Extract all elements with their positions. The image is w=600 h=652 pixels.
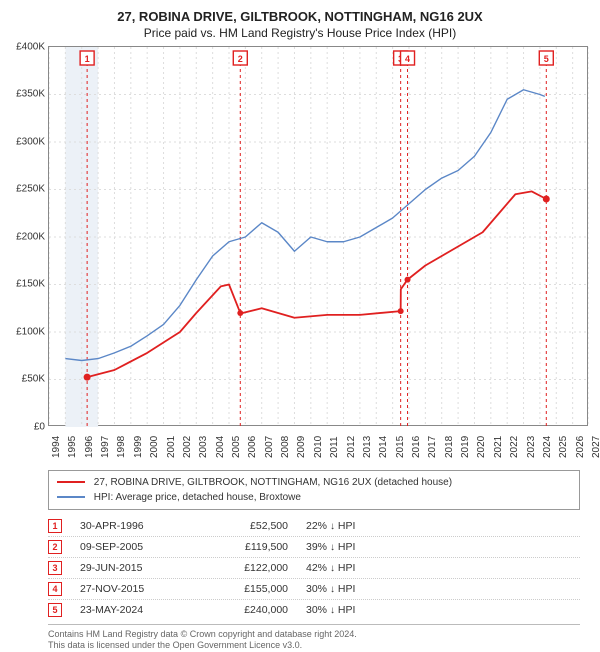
event-price: £119,500 [208,541,288,553]
x-axis-label: 2008 [280,435,291,457]
event-row: 1 30-APR-1996 £52,500 22% ↓ HPI [48,516,580,537]
x-axis-label: 2010 [313,435,324,457]
legend-item-hpi: HPI: Average price, detached house, Brox… [57,490,571,505]
y-axis-label: £350K [16,89,49,100]
x-axis-label: 2017 [427,435,438,457]
event-date: 23-MAY-2024 [80,604,190,616]
attribution-line2: This data is licensed under the Open Gov… [48,640,580,652]
x-axis-label: 2024 [542,435,553,457]
chart-container: 27, ROBINA DRIVE, GILTBROOK, NOTTINGHAM,… [0,0,600,650]
svg-text:5: 5 [544,54,549,64]
x-axis-label: 2018 [444,435,455,457]
event-row: 4 27-NOV-2015 £155,000 30% ↓ HPI [48,579,580,600]
x-axis-label: 1994 [51,435,62,457]
legend: 27, ROBINA DRIVE, GILTBROOK, NOTTINGHAM,… [48,470,580,510]
x-axis-label: 1999 [133,435,144,457]
x-axis-label: 2026 [575,435,586,457]
event-date: 30-APR-1996 [80,520,190,532]
svg-text:1: 1 [85,54,90,64]
chart-title: 27, ROBINA DRIVE, GILTBROOK, NOTTINGHAM,… [10,8,590,26]
event-marker-icon: 3 [48,561,62,575]
x-axis-label: 2004 [215,435,226,457]
event-price: £240,000 [208,604,288,616]
event-marker-icon: 1 [48,519,62,533]
x-axis-label: 2006 [247,435,258,457]
x-axis-label: 1995 [67,435,78,457]
x-axis-label: 2001 [166,435,177,457]
x-axis-label: 2025 [558,435,569,457]
event-row: 2 09-SEP-2005 £119,500 39% ↓ HPI [48,537,580,558]
y-axis-label: £100K [16,326,49,337]
x-axis-label: 2016 [411,435,422,457]
y-axis-label: £300K [16,136,49,147]
x-axis-label: 2015 [395,435,406,457]
event-diff: 30% ↓ HPI [306,604,580,616]
x-axis-label: 2023 [526,435,537,457]
x-axis-labels: 1994 1995 1996 1997 1998 1999 2000 2001 2002 2003… [48,426,588,464]
x-axis-label: 2012 [346,435,357,457]
x-axis-label: 2019 [460,435,471,457]
event-date: 29-JUN-2015 [80,562,190,574]
event-diff: 42% ↓ HPI [306,562,580,574]
x-axis-label: 1998 [116,435,127,457]
event-date: 27-NOV-2015 [80,583,190,595]
x-axis-label: 2005 [231,435,242,457]
attribution: Contains HM Land Registry data © Crown c… [48,624,580,652]
x-axis-label: 2007 [264,435,275,457]
event-row: 3 29-JUN-2015 £122,000 42% ↓ HPI [48,558,580,579]
chart-svg: 12345 [49,47,589,427]
chart-subtitle: Price paid vs. HM Land Registry's House … [10,26,590,40]
y-axis-label: £150K [16,279,49,290]
x-axis-label: 2002 [182,435,193,457]
chart-plot-area: 12345 £0£50K£100K£150K£200K£250K£300K£35… [48,46,588,426]
y-axis-label: £250K [16,184,49,195]
event-diff: 22% ↓ HPI [306,520,580,532]
event-marker-icon: 2 [48,540,62,554]
legend-item-price-paid: 27, ROBINA DRIVE, GILTBROOK, NOTTINGHAM,… [57,475,571,490]
event-date: 09-SEP-2005 [80,541,190,553]
y-axis-label: £400K [16,41,49,52]
event-price: £155,000 [208,583,288,595]
legend-swatch-hpi [57,496,85,498]
x-axis-label: 2014 [378,435,389,457]
svg-text:2: 2 [238,54,243,64]
event-diff: 30% ↓ HPI [306,583,580,595]
attribution-line1: Contains HM Land Registry data © Crown c… [48,629,580,641]
x-axis-label: 2020 [476,435,487,457]
event-price: £122,000 [208,562,288,574]
x-axis-label: 2021 [493,435,504,457]
legend-label-price-paid: 27, ROBINA DRIVE, GILTBROOK, NOTTINGHAM,… [94,477,452,488]
y-axis-label: £0 [34,421,49,432]
x-axis-label: 2022 [509,435,520,457]
event-marker-icon: 4 [48,582,62,596]
y-axis-label: £50K [22,374,49,385]
x-axis-label: 2003 [198,435,209,457]
x-axis-label: 2009 [296,435,307,457]
y-axis-label: £200K [16,231,49,242]
x-axis-label: 2011 [329,436,340,458]
event-row: 5 23-MAY-2024 £240,000 30% ↓ HPI [48,600,580,620]
events-table: 1 30-APR-1996 £52,500 22% ↓ HPI 2 09-SEP-2005… [48,516,580,620]
event-price: £52,500 [208,520,288,532]
event-diff: 39% ↓ HPI [306,541,580,553]
x-axis-label: 1997 [100,435,111,457]
x-axis-label: 2000 [149,435,160,457]
svg-text:4: 4 [405,54,410,64]
legend-swatch-price-paid [57,481,85,483]
event-marker-icon: 5 [48,603,62,617]
x-axis-label: 1996 [84,435,95,457]
x-axis-label: 2027 [591,435,600,457]
legend-label-hpi: HPI: Average price, detached house, Brox… [94,492,301,503]
x-axis-label: 2013 [362,435,373,457]
